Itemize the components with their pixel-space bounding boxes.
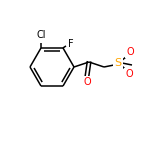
- Text: F: F: [68, 39, 74, 49]
- Text: O: O: [126, 47, 134, 57]
- Text: Cl: Cl: [36, 30, 46, 40]
- Text: O: O: [83, 77, 91, 87]
- Text: S: S: [114, 58, 122, 68]
- Text: O: O: [125, 69, 133, 79]
